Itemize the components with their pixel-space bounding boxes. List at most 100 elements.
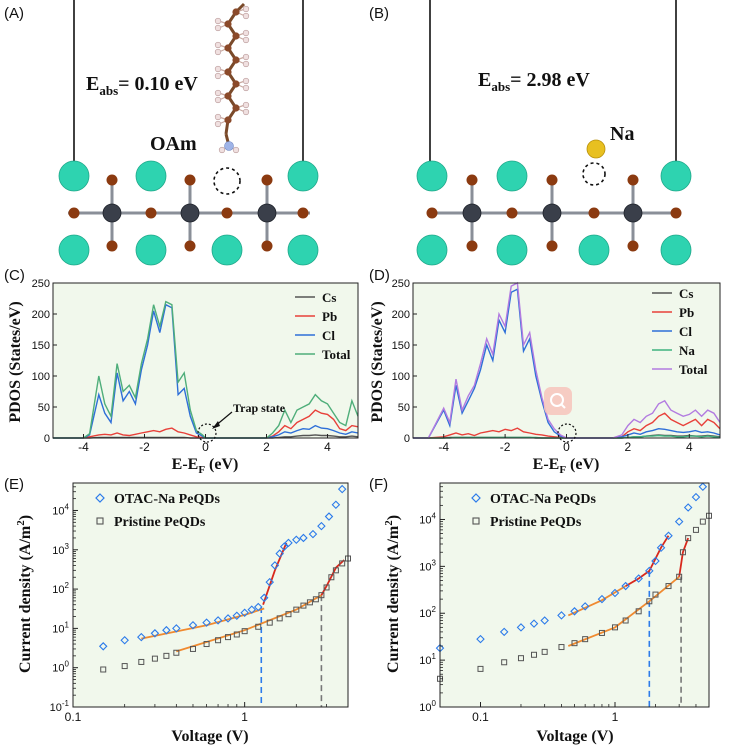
cs-atom	[211, 234, 243, 266]
legend-label-otac: OTAC-Na PeQDs	[114, 492, 220, 507]
perovskite-lattice-b	[416, 160, 692, 266]
trap-state-arrowhead	[212, 421, 220, 429]
data-point-pristine	[318, 592, 325, 599]
data-point-otac	[499, 627, 509, 637]
hydrogen-atom	[214, 24, 222, 32]
data-point-otac	[253, 602, 263, 612]
panel-d-ylabel: PDOS (States/eV)	[369, 301, 386, 422]
y-tick-label: 100	[32, 371, 50, 383]
panel-f-ylabel: Current density (A/m2)	[383, 515, 402, 673]
data-point-otac	[247, 605, 257, 614]
data-point-otac	[202, 618, 211, 627]
panel-e-letter: (E)	[4, 476, 24, 493]
data-point-pristine	[339, 560, 346, 567]
legend-label: Na	[679, 343, 695, 358]
y-tick-label: 150	[392, 340, 410, 352]
y-tick-label: 150	[32, 340, 50, 352]
panel-d: (D) 0 50 100 150 200 250 -4 -2 0 2 4 Cs Pb Cl Na Total…	[369, 267, 721, 476]
cl-atom	[297, 207, 309, 219]
fit-line	[567, 576, 680, 647]
carbon-atom	[232, 56, 240, 64]
carbon-atom	[224, 68, 232, 76]
series-line-total	[413, 281, 721, 439]
data-point-pristine	[233, 631, 240, 638]
cl-atom	[145, 207, 157, 219]
panel-c-axes: 0 50 100 150 200 250 -4 -2 0 2 4	[32, 278, 332, 454]
cl-atom	[184, 240, 196, 252]
data-point-pristine	[699, 518, 706, 525]
data-point-otac	[331, 500, 341, 510]
data-point-otac	[275, 549, 284, 558]
data-point-otac	[516, 623, 526, 632]
carbon-atom	[224, 20, 232, 28]
panel-d-axes: 0 50 100 150 200 250 -4 -2 0 2 4	[392, 278, 693, 454]
panel-e-ylabel: Current density (A/m2)	[15, 515, 34, 673]
panel-d-fermi-circle	[557, 423, 577, 443]
data-point-pristine	[611, 624, 618, 631]
data-point-pristine	[622, 617, 629, 624]
data-point-pristine	[679, 549, 686, 556]
y-tick-label: 100	[392, 371, 410, 383]
cl-atom	[506, 207, 518, 219]
data-point-pristine	[571, 640, 578, 647]
hydrogen-atom	[214, 120, 222, 128]
data-point-otac	[279, 542, 289, 551]
cl-atom	[466, 174, 478, 186]
data-point-otac	[98, 642, 108, 651]
panel-e-legend: OTAC-Na PeQDs Pristine PeQDs	[95, 492, 220, 530]
data-point-pristine	[323, 584, 330, 591]
nitrogen-atom	[224, 141, 234, 151]
series-line-total	[53, 300, 359, 439]
hydrogen-atom	[242, 101, 250, 109]
data-point-pristine	[241, 628, 248, 635]
data-point-otac	[651, 556, 660, 566]
data-point-otac	[232, 611, 242, 621]
legend-marker-otac	[95, 493, 105, 503]
cl-atom	[261, 240, 273, 252]
cl-atom	[627, 240, 639, 252]
x-tick-label: -4	[438, 440, 449, 454]
cs-atom	[660, 160, 692, 192]
data-point-pristine	[558, 644, 565, 651]
data-point-pristine	[189, 645, 196, 652]
data-point-pristine	[332, 567, 339, 574]
data-point-otac	[317, 521, 326, 531]
vacancy-circle-a	[213, 167, 241, 195]
data-point-pristine	[676, 573, 683, 580]
panel-f: (F) 100 101 102 103 104 0.1 1 OTAC-Na PeQDs Pri…	[369, 476, 712, 745]
cs-atom	[287, 234, 319, 266]
legend-label: Total	[679, 362, 708, 377]
data-point-otac	[292, 535, 301, 545]
data-point-otac	[580, 602, 590, 611]
cl-atom	[221, 207, 233, 219]
x-tick-label: 1	[241, 710, 248, 724]
hydrogen-atom	[214, 72, 222, 80]
fit-line	[567, 585, 627, 617]
data-point-otac	[137, 632, 146, 642]
y-tick-label: 100	[419, 699, 436, 714]
panel-f-axes: 100 101 102 103 104 0.1 1	[419, 482, 710, 724]
data-point-pristine	[266, 619, 273, 626]
y-tick-label: 100	[52, 660, 69, 675]
oam-label: OAm	[150, 133, 197, 155]
cl-atom	[106, 174, 118, 186]
y-tick-label: 103	[419, 558, 436, 573]
cs-atom	[416, 234, 448, 266]
hydrogen-atom	[242, 29, 250, 37]
legend-label: Cl	[322, 328, 335, 343]
data-point-otac	[299, 533, 308, 543]
data-point-otac	[265, 577, 275, 587]
carbon-atom	[232, 104, 240, 112]
panel-c-xlabel: E-EF (eV)	[172, 456, 239, 476]
pb-atom	[462, 203, 482, 223]
panel-a: (A) Eabs= 0.10 eV OAm	[4, 0, 319, 266]
search-icon[interactable]	[544, 387, 572, 415]
pb-atom	[257, 203, 277, 223]
data-point-otac	[308, 529, 318, 539]
carbon-atom	[224, 92, 232, 100]
panel-c-plot-area	[53, 283, 358, 438]
data-point-otac	[529, 619, 539, 628]
data-point-pristine	[665, 583, 672, 590]
panel-e-axes: 10-1 100 101 102 103 104 0.1 1	[50, 482, 349, 724]
